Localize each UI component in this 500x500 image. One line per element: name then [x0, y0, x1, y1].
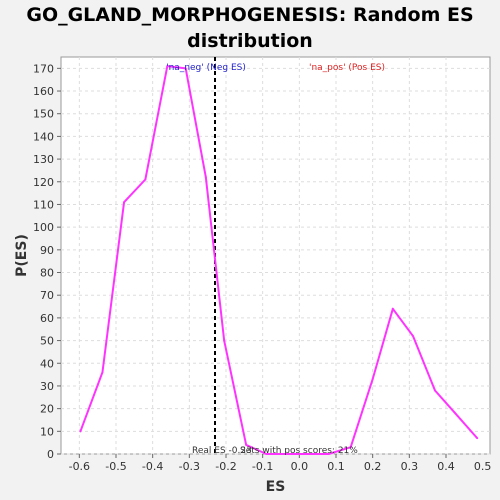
- data-point: [285, 453, 288, 455]
- y-axis-label: P(ES): [14, 234, 30, 277]
- data-point: [391, 307, 394, 310]
- x-tick-label: -0.1: [252, 460, 273, 473]
- x-tick-label: -0.2: [215, 460, 236, 473]
- data-point: [79, 430, 82, 433]
- x-tick-label: 0.3: [401, 460, 419, 473]
- y-tick-label: 70: [40, 289, 54, 302]
- data-point: [412, 335, 414, 338]
- x-tick-label: 0.4: [437, 460, 455, 473]
- x-tick-label: 0.0: [291, 460, 309, 473]
- y-tick-label: 120: [33, 176, 54, 189]
- plot-area: [60, 56, 491, 455]
- y-tick-label: 100: [33, 221, 54, 234]
- x-tick-label: -0.4: [142, 460, 163, 473]
- x-axis-label: ES: [266, 479, 286, 495]
- data-point: [327, 453, 330, 455]
- data-point: [434, 389, 436, 392]
- data-point: [454, 412, 457, 415]
- y-tick-label: 140: [33, 130, 54, 143]
- series-line: [79, 65, 478, 455]
- data-point: [144, 178, 147, 181]
- chart-title: GO_GLAND_MORPHOGENESIS: Random ES distri…: [0, 2, 500, 54]
- chart-title-line-1: GO_GLAND_MORPHOGENESIS: Random ES: [26, 4, 474, 26]
- y-tick-label: 60: [40, 312, 54, 325]
- data-point: [245, 443, 248, 446]
- x-tick-label: 0.1: [327, 460, 345, 473]
- x-tick-label: 0.2: [364, 460, 382, 473]
- neg-es-label: 'na_neg' (Neg ES): [166, 63, 246, 73]
- data-point: [305, 453, 308, 455]
- data-point: [184, 67, 187, 70]
- pos-scores-label: Sets with pos scores: 21%: [240, 446, 358, 456]
- y-tick-label: 150: [33, 108, 54, 121]
- y-tick-label: 170: [33, 62, 54, 75]
- y-tick-label: 40: [40, 357, 54, 370]
- y-tick-label: 50: [40, 335, 54, 348]
- y-tick-label: 80: [40, 267, 54, 280]
- data-point: [371, 378, 374, 381]
- data-point: [349, 446, 352, 449]
- y-tick-label: 10: [40, 425, 54, 438]
- chart-title-line-2: distribution: [187, 30, 313, 52]
- y-tick-label: 20: [40, 403, 54, 416]
- y-tick-label: 130: [33, 153, 54, 166]
- y-tick-label: 110: [33, 198, 54, 211]
- x-tick-label: 0.5: [474, 460, 492, 473]
- y-tick-label: 160: [33, 85, 54, 98]
- data-point: [265, 453, 268, 455]
- x-tick-label: -0.5: [105, 460, 126, 473]
- x-tick-label: -0.3: [179, 460, 200, 473]
- y-tick-label: 30: [40, 380, 54, 393]
- data-point: [476, 437, 479, 440]
- data-point: [123, 201, 126, 204]
- y-tick-label: 0: [47, 448, 54, 461]
- y-tick-label: 90: [40, 244, 54, 257]
- data-point: [166, 65, 169, 68]
- data-point: [223, 339, 226, 342]
- pos-es-label: 'na_pos' (Pos ES): [309, 63, 385, 73]
- data-point: [101, 371, 104, 374]
- x-tick-label: -0.6: [69, 460, 90, 473]
- data-point: [204, 176, 207, 179]
- real-es-label: Real ES -0.23: [192, 446, 252, 456]
